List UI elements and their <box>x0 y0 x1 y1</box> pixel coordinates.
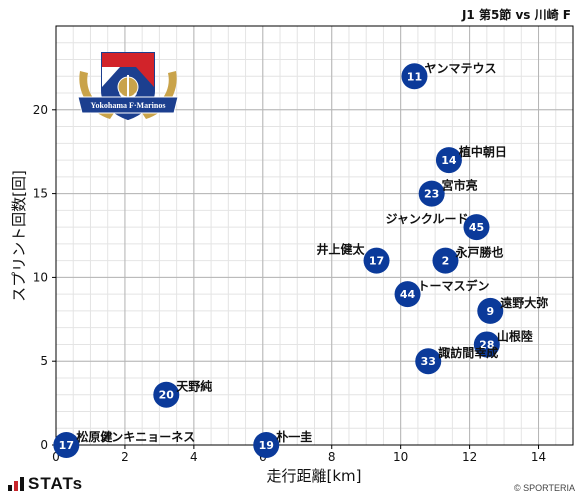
y-tick-label: 15 <box>33 187 48 201</box>
point-marker <box>53 432 80 458</box>
point-marker <box>473 331 500 358</box>
point-marker <box>253 432 280 458</box>
x-tick-label: 12 <box>462 450 477 464</box>
data-point: 2 永戸勝也 <box>432 245 503 274</box>
y-axis-label: スプリント回数[回] <box>10 170 28 302</box>
point-number-label: 20 <box>159 389 175 402</box>
club-crest-logo: Yokohama F·Marinos <box>77 52 179 121</box>
point-number-label: 23 <box>424 188 439 201</box>
point-marker <box>363 247 390 274</box>
crest-text: Yokohama F·Marinos <box>91 101 166 110</box>
x-tick-label: 2 <box>121 450 129 464</box>
point-marker <box>418 180 445 207</box>
point-marker <box>463 214 490 241</box>
axis-ticks: 0246810121405101520 <box>33 103 546 464</box>
point-name-label: 松原健 <box>76 429 113 444</box>
y-tick-label: 10 <box>33 270 48 284</box>
point-name-label: 遠野大弥 <box>500 295 548 310</box>
point-name-label: 井上健太 <box>317 242 366 257</box>
point-name-label: 天野純 <box>176 379 212 394</box>
point-marker <box>477 297 504 324</box>
x-tick-label: 8 <box>328 450 336 464</box>
x-tick-label: 10 <box>393 450 408 464</box>
plot-frame <box>55 25 574 446</box>
point-marker <box>432 247 459 274</box>
point-number-label: 44 <box>400 288 416 301</box>
data-point: ノンキニョーネス <box>99 430 195 444</box>
chart-header-title: J1 第5節 vs 川崎 F <box>461 8 571 22</box>
brand-name: STATs <box>28 474 84 493</box>
point-number-label: 2 <box>442 255 450 268</box>
point-marker <box>401 63 428 90</box>
point-number-label: 17 <box>369 255 384 268</box>
point-marker <box>415 348 442 375</box>
point-marker <box>153 381 180 408</box>
point-number-label: 14 <box>441 154 457 167</box>
point-marker <box>435 147 462 174</box>
point-number-label: 33 <box>421 355 436 368</box>
point-number-label: 45 <box>469 221 484 234</box>
y-tick-label: 20 <box>33 103 48 117</box>
x-tick-label: 0 <box>52 450 60 464</box>
point-name-label: トーマスデン <box>418 278 490 293</box>
point-number-label: 9 <box>486 305 494 318</box>
point-name-label: 植中朝日 <box>458 144 507 159</box>
point-marker <box>394 281 421 308</box>
point-name-label: ノンキニョーネス <box>99 430 195 444</box>
point-number-label: 11 <box>407 70 422 83</box>
stats-brand: STATs <box>8 474 83 494</box>
point-name-label: 永戸勝也 <box>454 245 503 260</box>
point-number-label: 28 <box>479 338 494 351</box>
y-tick-label: 0 <box>40 438 48 452</box>
data-point: 9 遠野大弥 <box>477 295 548 324</box>
point-number-label: 17 <box>59 439 74 452</box>
y-tick-label: 5 <box>40 354 48 368</box>
point-name-label: ジャンクルード <box>385 212 468 226</box>
copyright-credit: © SPORTERIA <box>514 483 575 493</box>
x-tick-label: 14 <box>531 450 546 464</box>
point-name-label: 朴一圭 <box>276 429 312 444</box>
grid-major <box>55 26 573 446</box>
x-tick-label: 4 <box>190 450 198 464</box>
point-number-label: 19 <box>259 439 274 452</box>
stats-logo-icon <box>8 477 24 491</box>
point-name-label: 諏訪間幸成 <box>438 345 498 360</box>
point-name-label: 宮市亮 <box>442 178 478 193</box>
data-points: 11ヤンマテウス14植中朝日23宮市亮45ジャンクルード17井上健太2永戸勝也4… <box>53 61 548 458</box>
point-name-label: 山根陸 <box>497 328 533 343</box>
point-name-label: ヤンマテウス <box>424 61 496 75</box>
x-axis-label: 走行距離[km] <box>266 467 361 485</box>
